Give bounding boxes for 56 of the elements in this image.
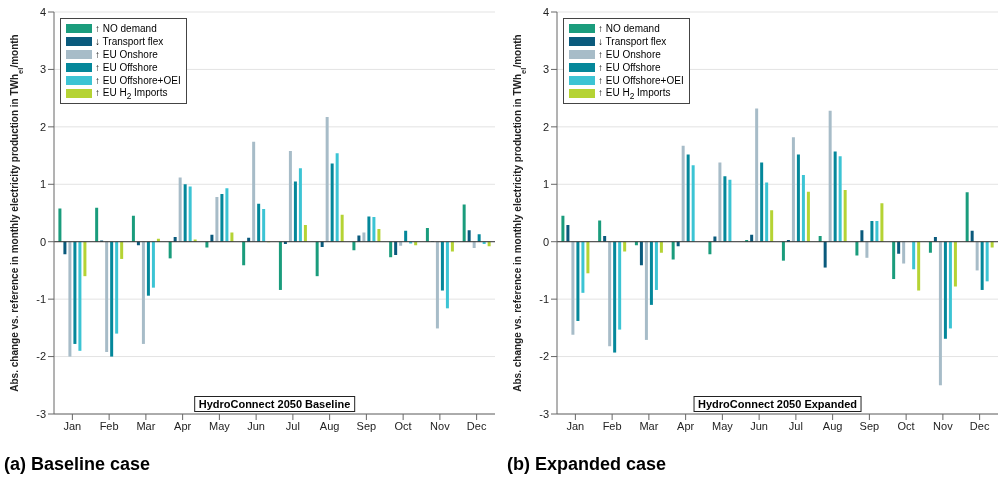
x-tick-label: Jul	[285, 419, 300, 432]
x-tick-label: Sep	[356, 419, 377, 432]
y-tick-label: -1	[36, 293, 46, 306]
y-tick-label: -2	[539, 350, 549, 363]
x-tick-label: Aug	[822, 419, 843, 432]
x-tick-label: Jan	[63, 419, 82, 432]
x-tick-label: Feb	[99, 419, 119, 432]
y-tick-label: 3	[542, 63, 549, 76]
y-tick-label: -3	[539, 407, 549, 420]
x-tick-label: May	[208, 419, 231, 432]
x-tick-label: Jun	[247, 419, 265, 432]
x-tick-label: Oct	[897, 419, 915, 432]
y-tick-label: 4	[39, 5, 46, 18]
x-tick-label: Jan	[566, 419, 585, 432]
x-tick-label: Sep	[859, 419, 880, 432]
legend-label: ↑ EU Onshore	[598, 49, 661, 60]
x-tick-label: Apr	[677, 419, 695, 432]
y-tick-label: 0	[39, 235, 46, 248]
annotation: HydroConnect 2050 Expanded	[693, 396, 862, 412]
x-tick-label: Mar	[639, 419, 659, 432]
x-tick-label: Jul	[788, 419, 803, 432]
x-tick-label: Dec	[969, 419, 990, 432]
legend-label: ↑ EU Offshore+OEI	[95, 75, 181, 86]
text: (a) Baseline case	[4, 454, 151, 475]
legend-label: ↑ EU H$_{2}$ Imports	[598, 86, 671, 101]
x-tick-label: May	[711, 419, 734, 432]
legend-label: ↓ Transport flex	[95, 36, 164, 47]
legend-label: ↑ EU Offshore	[598, 62, 661, 73]
legend-label: ↑ NO demand	[598, 23, 660, 34]
legend-label: ↓ Transport flex	[598, 36, 667, 47]
x-tick-label: Nov	[933, 419, 954, 432]
y-tick-label: -3	[36, 407, 46, 420]
y-tick-label: 4	[542, 5, 549, 18]
y-tick-label: 2	[39, 120, 46, 133]
y-tick-label: 1	[542, 178, 549, 191]
legend-label: ↑ EU Onshore	[95, 49, 158, 60]
legend-label: ↑ EU Offshore+OEI	[598, 75, 684, 86]
x-tick-label: Mar	[136, 419, 156, 432]
text: (b) Expanded case	[507, 454, 667, 475]
y-tick-label: 0	[542, 235, 549, 248]
y-tick-label: 1	[39, 178, 46, 191]
x-tick-label: Aug	[319, 419, 340, 432]
x-tick-label: Feb	[602, 419, 622, 432]
legend-label: ↑ NO demand	[95, 23, 157, 34]
x-tick-label: Oct	[394, 419, 412, 432]
x-tick-label: Apr	[174, 419, 192, 432]
y-tick-label: 2	[542, 120, 549, 133]
legend-label: ↑ EU H$_{2}$ Imports	[95, 86, 168, 101]
y-tick-label: -1	[539, 293, 549, 306]
legend-label: ↑ EU Offshore	[95, 62, 158, 73]
y-tick-label: -2	[36, 350, 46, 363]
x-tick-label: Dec	[466, 419, 487, 432]
annotation: HydroConnect 2050 Baseline	[193, 396, 356, 412]
x-tick-label: Nov	[430, 419, 451, 432]
y-tick-label: 3	[39, 63, 46, 76]
x-tick-label: Jun	[750, 419, 768, 432]
